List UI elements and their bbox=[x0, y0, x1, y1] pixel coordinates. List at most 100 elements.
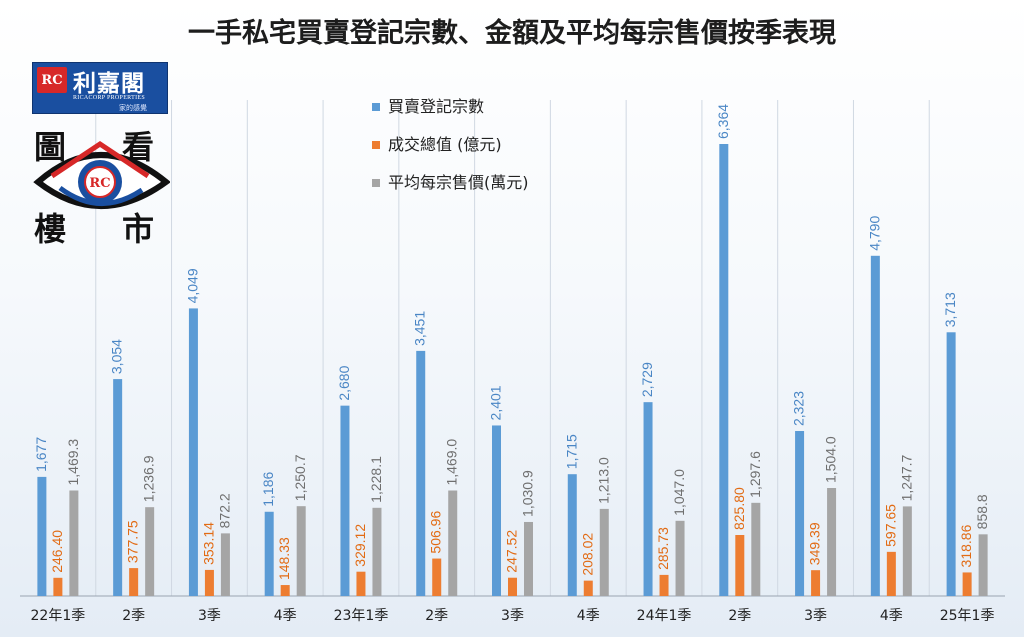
ricacorp-logo-name: 利嘉閣 bbox=[73, 70, 145, 97]
x-tick-label: 4季 bbox=[274, 608, 297, 624]
data-label-series1: 1,715 bbox=[563, 434, 579, 469]
data-label-series2: 597.65 bbox=[882, 504, 898, 547]
bar-series1 bbox=[492, 425, 501, 596]
data-label-series1: 3,054 bbox=[109, 339, 125, 374]
data-label-series3: 1,228.1 bbox=[368, 456, 384, 503]
data-label-series3: 872.2 bbox=[216, 493, 232, 528]
data-label-series2: 318.86 bbox=[958, 524, 974, 567]
data-label-series1: 2,401 bbox=[488, 385, 504, 420]
data-label-series3: 1,297.6 bbox=[747, 451, 763, 498]
data-labels: 1,677 246.40 1,469.3 3,054 377.75 1,236.9 4,04… bbox=[33, 104, 990, 580]
bar-series2 bbox=[280, 585, 290, 596]
bar-series2 bbox=[962, 572, 972, 596]
x-tick-label: 2季 bbox=[425, 608, 448, 624]
data-label-series3: 1,469.0 bbox=[444, 439, 460, 486]
data-label-series3: 1,213.0 bbox=[595, 457, 611, 504]
bar-series1 bbox=[946, 332, 956, 596]
x-tick-label: 24年1季 bbox=[637, 608, 692, 624]
bar-series2 bbox=[735, 535, 745, 596]
bar-series1 bbox=[719, 144, 729, 596]
stamp-char-4: 市 bbox=[122, 210, 155, 248]
data-label-series2: 825.80 bbox=[731, 487, 747, 530]
data-label-series3: 1,504.0 bbox=[823, 436, 839, 483]
bar-series3 bbox=[978, 534, 988, 596]
bar-series3 bbox=[599, 508, 609, 596]
bar-series3 bbox=[902, 506, 912, 596]
bar-series3 bbox=[372, 507, 382, 596]
stamp-char-3: 樓 bbox=[34, 210, 67, 248]
bar-series3 bbox=[145, 507, 155, 596]
data-label-series1: 1,677 bbox=[33, 437, 49, 472]
x-tick-label: 2季 bbox=[122, 608, 145, 624]
bar-series1 bbox=[113, 379, 123, 596]
bar-series3 bbox=[524, 521, 533, 596]
bar-series2 bbox=[811, 570, 821, 596]
data-label-series2: 208.02 bbox=[579, 533, 595, 576]
bar-series2 bbox=[583, 580, 593, 596]
data-label-series2: 148.33 bbox=[276, 537, 292, 580]
data-label-series3: 1,236.9 bbox=[141, 455, 157, 502]
data-label-series1: 4,049 bbox=[184, 268, 200, 303]
bar-series3 bbox=[69, 490, 79, 596]
category-separators bbox=[95, 100, 930, 596]
bar-series1 bbox=[340, 405, 350, 596]
bar-series1 bbox=[188, 308, 198, 596]
bar-series2 bbox=[204, 569, 214, 596]
ricacorp-logo-mark: RC bbox=[37, 67, 67, 93]
bar-series2 bbox=[886, 551, 896, 596]
x-tick-label: 3季 bbox=[804, 608, 827, 624]
data-label-series2: 349.39 bbox=[807, 522, 823, 565]
bar-series3 bbox=[675, 520, 685, 596]
data-label-series2: 377.75 bbox=[125, 520, 141, 563]
bar-series2 bbox=[53, 577, 63, 596]
bar-series1 bbox=[870, 255, 880, 596]
legend-swatch-1 bbox=[372, 103, 380, 111]
ricacorp-logo-english: RICACORP PROPERTIES bbox=[73, 95, 145, 101]
data-label-series2: 506.96 bbox=[428, 511, 444, 554]
data-label-series3: 1,030.9 bbox=[520, 470, 536, 517]
bar-series1 bbox=[643, 402, 653, 596]
data-label-series1: 2,323 bbox=[791, 391, 807, 426]
legend-swatch-2 bbox=[372, 141, 380, 149]
bar-series1 bbox=[567, 474, 577, 596]
data-label-series2: 329.12 bbox=[352, 524, 368, 567]
x-tick-label: 23年1季 bbox=[334, 608, 389, 624]
legend-swatch-3 bbox=[372, 179, 380, 187]
x-tick-label: 2季 bbox=[728, 608, 751, 624]
x-tick-labels: 22年1季 2季 3季 4季 23年1季 2季 3季 4季 24年1季 2季 3季 4季 25年1季 bbox=[31, 608, 995, 624]
chart-title: 一手私宅買賣登記宗數、金額及平均每宗售價按季表現 bbox=[188, 17, 836, 49]
x-tick-label: 4季 bbox=[880, 608, 903, 624]
data-label-series1: 3,451 bbox=[412, 311, 428, 346]
data-label-series1: 6,364 bbox=[715, 104, 731, 139]
data-label-series1: 2,729 bbox=[639, 362, 655, 397]
data-label-series2: 353.14 bbox=[200, 522, 216, 565]
eye-icon: RC bbox=[33, 140, 170, 209]
x-tick-label: 3季 bbox=[501, 608, 524, 624]
stamp-mark: RC bbox=[89, 176, 110, 191]
bar-series2 bbox=[129, 568, 139, 596]
bar-series2 bbox=[508, 577, 517, 596]
bar-series1 bbox=[264, 511, 274, 596]
data-label-series2: 247.52 bbox=[504, 530, 520, 573]
bar-series3 bbox=[296, 506, 306, 596]
bar-series3 bbox=[751, 502, 761, 596]
ricacorp-logo-tagline: 家的感覺 bbox=[119, 104, 147, 112]
data-label-series1: 1,186 bbox=[260, 472, 276, 507]
stamp-char-1: 圖 bbox=[34, 128, 67, 166]
legend-label-2: 成交總值 (億元) bbox=[388, 135, 502, 154]
data-label-series3: 1,247.7 bbox=[898, 454, 914, 501]
x-tick-label: 4季 bbox=[577, 608, 600, 624]
bar-series3 bbox=[827, 488, 837, 596]
bar-series3 bbox=[220, 533, 230, 596]
bar-series2 bbox=[432, 558, 442, 596]
data-label-series1: 3,713 bbox=[942, 292, 958, 327]
ricacorp-logo: RC 利嘉閣 RICACORP PROPERTIES 家的感覺 bbox=[32, 62, 168, 114]
x-tick-label: 25年1季 bbox=[940, 608, 995, 624]
data-label-series1: 2,680 bbox=[336, 365, 352, 400]
bars bbox=[37, 144, 988, 596]
bar-series3 bbox=[448, 490, 458, 596]
eye-stamp: 圖 看 樓 市 RC bbox=[30, 118, 170, 248]
x-tick-label: 22年1季 bbox=[31, 608, 86, 624]
